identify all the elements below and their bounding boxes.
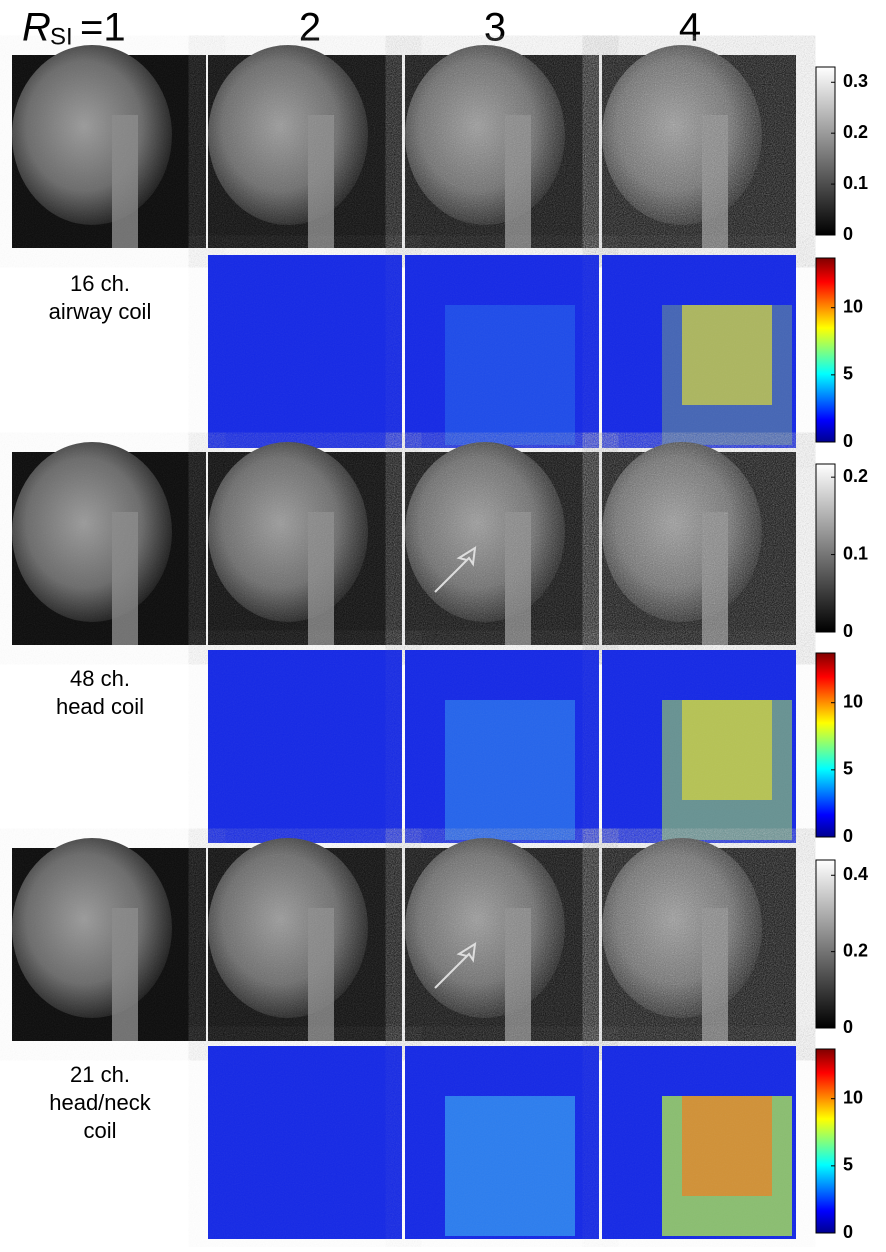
- colorbar-tick-label: 5: [843, 759, 853, 779]
- colorbar-tick-label: 0.2: [843, 940, 868, 960]
- colorbar-tick-label: 0: [843, 826, 853, 846]
- g-factor-noise: [208, 255, 402, 448]
- arrow: [434, 546, 477, 593]
- colorbar-tick-label: 5: [843, 364, 853, 384]
- g-factor-noise: [405, 650, 599, 843]
- colorbar-tick-label: 10: [843, 296, 863, 316]
- colorbar: [815, 859, 836, 1029]
- g-factor-noise: [602, 1046, 796, 1239]
- mri-noise: [602, 848, 796, 1041]
- mri-noise: [12, 848, 206, 1041]
- mri-noise: [405, 452, 599, 645]
- g-factor-noise: [405, 1046, 599, 1239]
- colorbar: [815, 257, 836, 443]
- colorbar-tick-label: 10: [843, 1087, 863, 1107]
- mri-noise: [405, 848, 599, 1041]
- r-label: R: [22, 6, 51, 50]
- row-label: head coil: [56, 694, 144, 719]
- colorbar-tick-label: 0.4: [843, 864, 868, 884]
- colorbar-tick-label: 0.1: [843, 543, 868, 563]
- g-factor-noise: [208, 650, 402, 843]
- row-label: head/neck: [49, 1090, 152, 1115]
- colorbar-tick-label: 0: [843, 224, 853, 244]
- mri-noise: [12, 55, 206, 248]
- colorbar-tick-label: 0.2: [843, 466, 868, 486]
- column-header: 3: [484, 6, 506, 50]
- row-label: 21 ch.: [70, 1062, 130, 1087]
- colorbar-tick-label: 5: [843, 1155, 853, 1175]
- colorbar: [815, 1048, 836, 1234]
- mri-noise: [208, 848, 402, 1041]
- colorbar-tick-label: 0: [843, 1017, 853, 1037]
- mri-noise: [208, 55, 402, 248]
- colorbar-tick-label: 10: [843, 691, 863, 711]
- colorbar-tick-label: 0.3: [843, 71, 868, 91]
- colorbar-tick-label: 0: [843, 431, 853, 451]
- mri-noise: [405, 55, 599, 248]
- row-label: coil: [83, 1118, 116, 1143]
- g-factor-noise: [208, 1046, 402, 1239]
- column-header: 4: [679, 6, 701, 50]
- colorbar-tick-label: 0.1: [843, 173, 868, 193]
- colorbar-tick-label: 0: [843, 621, 853, 641]
- mri-noise: [208, 452, 402, 645]
- mri-noise: [602, 452, 796, 645]
- colorbar-tick-label: 0.2: [843, 122, 868, 142]
- colorbar-tick-label: 0: [843, 1222, 853, 1242]
- column-header: =1: [80, 6, 126, 50]
- colorbar: [815, 652, 836, 838]
- row-label: 48 ch.: [70, 666, 130, 691]
- colorbar: [815, 463, 836, 633]
- mri-noise: [602, 55, 796, 248]
- g-factor-noise: [602, 255, 796, 448]
- arrow: [434, 942, 477, 989]
- r-subscript: SI: [50, 23, 73, 50]
- g-factor-noise: [602, 650, 796, 843]
- colorbar: [815, 66, 836, 236]
- mri-noise: [12, 452, 206, 645]
- row-label: 16 ch.: [70, 271, 130, 296]
- row-label: airway coil: [49, 299, 152, 324]
- column-header: 2: [299, 6, 321, 50]
- g-factor-noise: [405, 255, 599, 448]
